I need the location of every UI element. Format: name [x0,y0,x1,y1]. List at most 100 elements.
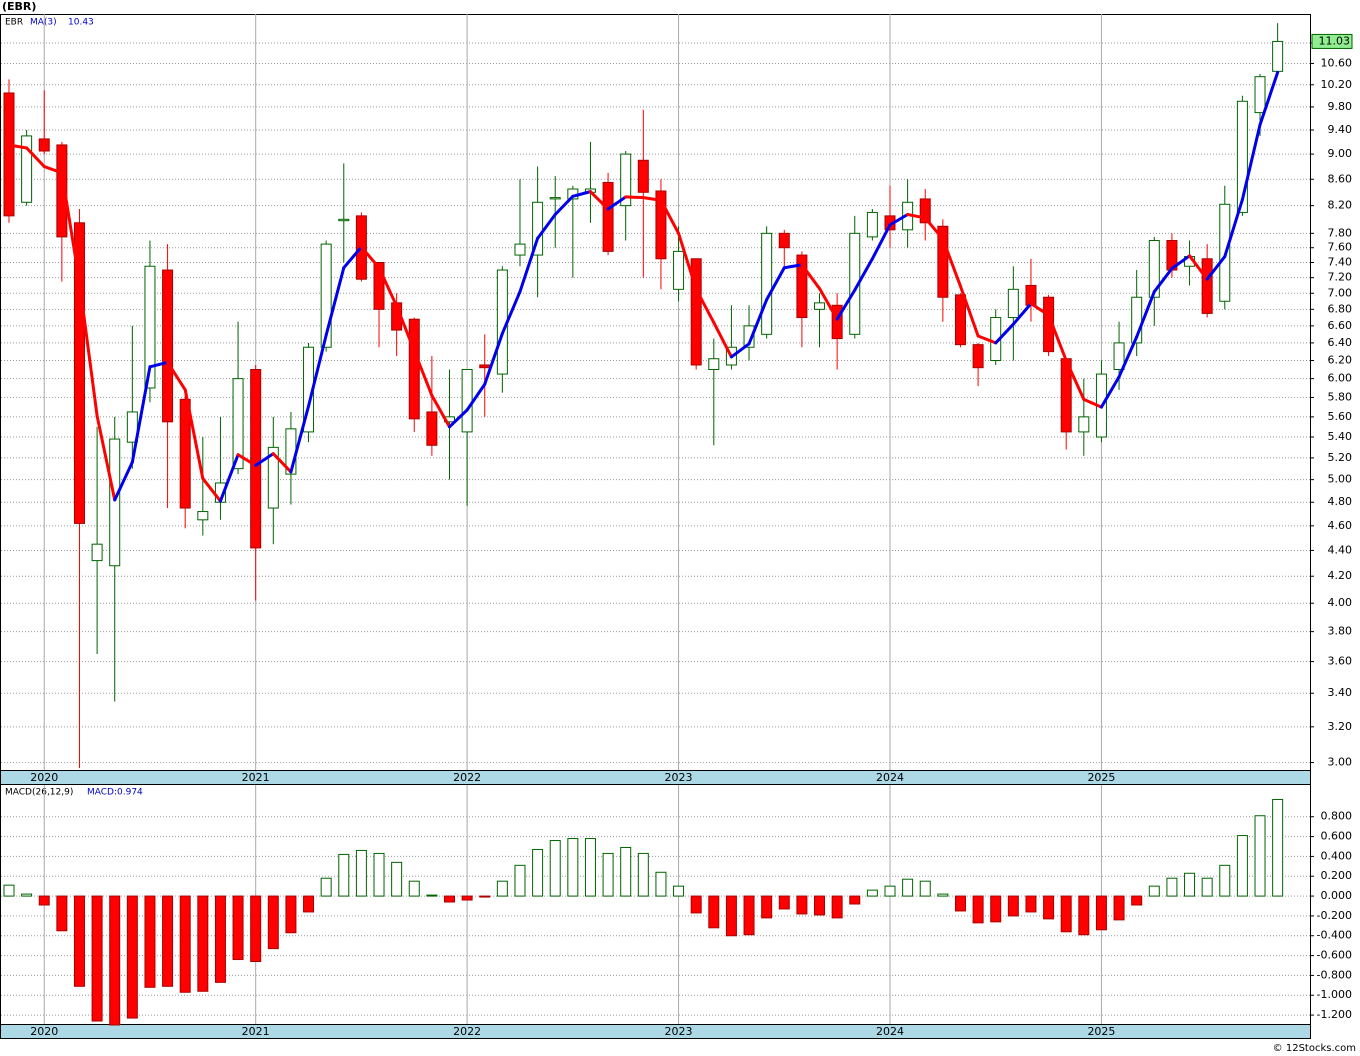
ma-line [359,245,381,270]
candle-body [1113,342,1125,371]
macd-bar [56,895,68,932]
candle-body [761,232,773,335]
x-tick-label: 2023 [665,771,693,784]
macd-bar [1254,815,1266,897]
ma-line [1258,70,1280,127]
candle-body [796,254,808,319]
macd-bar [514,864,526,897]
y2-tick-label: 0.200 [1321,869,1353,882]
macd-bar [919,880,931,897]
y-tick-label: 9.00 [1328,147,1353,160]
macd-bar [602,852,614,897]
ma-line [465,382,487,412]
macd-bar [496,880,508,897]
macd-bar [391,861,403,897]
candle-body [479,364,491,369]
macd-bar [373,852,385,897]
y-tick-label: 5.20 [1328,451,1353,464]
macd-bar [179,895,191,993]
macd-bar [144,895,156,988]
macd-bar [584,838,596,897]
candle-body [620,153,632,207]
ma-line [659,198,681,235]
macd-label: MACD:0.974 [87,788,143,798]
candle-body [197,511,209,521]
candle-body [232,378,244,470]
y2-tick-label: -0.600 [1317,949,1352,962]
ma-line [712,321,733,359]
candle-body [532,201,544,256]
macd-bar [884,885,896,897]
candle-body [655,190,667,260]
y-tick-label: 7.40 [1328,255,1353,268]
ma-line [994,322,1015,345]
ma-line [835,288,857,321]
macd-bar [479,895,491,898]
ma-line [377,266,399,308]
chart-title: (EBR) [2,0,36,13]
y2-tick-label: 0.600 [1321,830,1353,843]
ma-line [42,165,64,175]
ma-line [342,245,363,270]
ma-line [888,212,910,227]
ma-line [782,263,804,270]
ma-line [941,237,962,288]
ma-line [553,194,575,216]
ma-line [395,304,416,353]
ma-line [624,195,645,200]
ma-line [25,146,46,169]
y-tick-label: 10.60 [1321,56,1353,69]
macd-bar [1043,895,1055,920]
macd-bar [232,895,244,961]
y-tick-label: 3.40 [1328,686,1353,699]
macd-bar [1025,895,1037,913]
ma-line [1152,267,1174,294]
ma-line [130,365,152,464]
y-tick-label: 4.40 [1328,543,1353,556]
candle-body [1201,258,1213,314]
y2-tick-label: 0.800 [1321,810,1353,823]
ma-line [1188,254,1209,281]
candle-body [937,225,949,298]
macd-bar [814,895,826,916]
y-tick-label: 7.80 [1328,226,1353,239]
ma-line [694,287,716,325]
copyright: © 12Stocks.com [1273,1043,1356,1054]
candle-body [38,138,50,152]
candle-body [954,294,966,346]
ma-line [148,360,170,369]
ma-line [958,284,980,338]
y-tick-label: 7.00 [1328,286,1353,299]
macd-bar [549,840,561,897]
ma-line [729,342,751,359]
macd-bar [725,895,737,937]
candle-body [919,198,931,224]
ma-line [853,257,874,292]
macd-bar [532,848,544,897]
y-tick-label: 4.80 [1328,495,1353,508]
candle-body [743,325,755,348]
ma-line [536,212,557,240]
ma-line [1099,375,1121,409]
candle-body [514,243,526,256]
candle-body [56,144,68,238]
ma-line [870,223,892,261]
macd-bar [91,895,103,1022]
candle-body [708,358,720,371]
macd-bar [902,878,914,897]
candle-body [602,181,614,252]
candle-body [162,269,174,423]
ma-line [923,216,945,241]
x-tick-label: 2022 [453,771,481,784]
ma-line [1223,198,1244,259]
y-tick-label: 9.40 [1328,123,1353,136]
macd-bar [1131,895,1143,906]
candle-body [1236,100,1248,213]
candle-body [267,446,279,509]
ma-line [483,331,504,386]
candle-body [866,211,878,238]
ma-line [289,404,311,474]
x-tick-label: 2025 [1087,1025,1115,1038]
macd-bar [1272,798,1284,897]
